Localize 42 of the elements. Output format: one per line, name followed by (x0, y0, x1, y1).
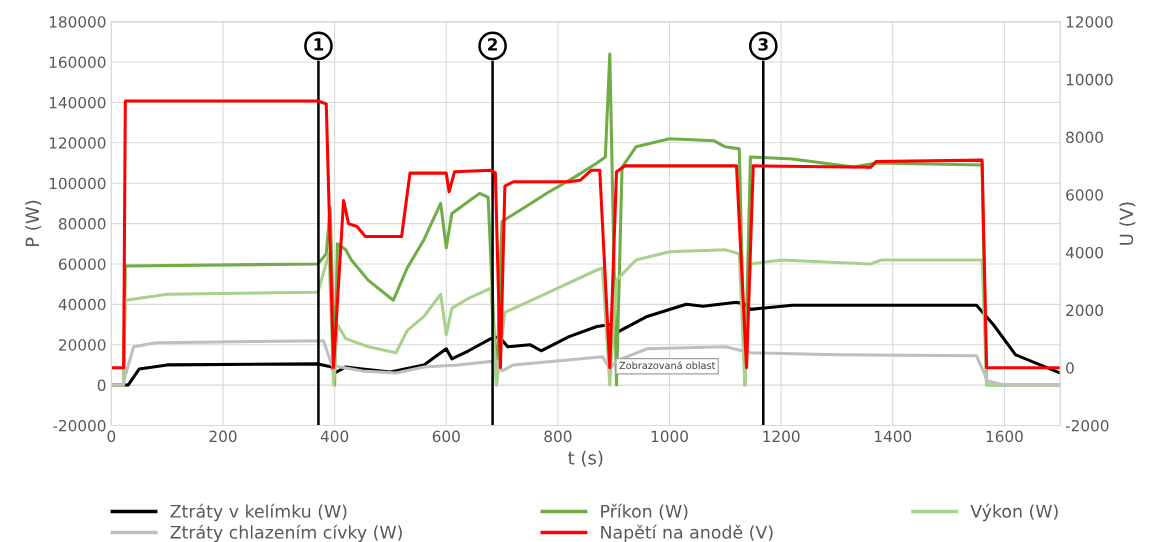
line-series (111, 99, 1061, 370)
x-tick-label: 0 (107, 430, 116, 443)
x-axis-title: t (s) (568, 450, 603, 467)
legend-label: Ztráty v kelímku (W) (170, 503, 347, 522)
y-tick-label: 160000 (49, 56, 106, 69)
annotation: 2 (488, 38, 497, 51)
annotation: Zobrazovaná oblast (619, 361, 716, 370)
annotation: 3 (758, 38, 768, 51)
x-tick-label: 400 (320, 430, 349, 443)
y-axis-title: P (W) (25, 200, 42, 247)
y2-tick-label: 4000 (1065, 246, 1103, 259)
annotation: 1 (314, 38, 324, 51)
y-tick-label: 100000 (49, 177, 106, 190)
y2-tick-label: 2000 (1066, 304, 1103, 317)
y2-axis-title: U (V) (1119, 202, 1136, 245)
x-tick-label: 1600 (986, 430, 1023, 443)
legend-label: Výkon (W) (970, 503, 1058, 522)
legend-label: Napětí na anodě (V) (601, 524, 773, 542)
y2-tick-label: 0 (1066, 362, 1074, 374)
y-tick-label: 80000 (58, 218, 106, 230)
y-tick-label: 60000 (58, 258, 106, 270)
x-tick-label: 1400 (875, 430, 912, 443)
y2-tick-label: 8000 (1066, 131, 1103, 144)
y2-tick-label: 10000 (1066, 73, 1113, 86)
x-tick-label: 1200 (763, 430, 800, 443)
y-tick-label: 20000 (59, 339, 106, 351)
y-tick-label: 180000 (49, 16, 106, 28)
y-tick-label: 0 (97, 379, 106, 392)
y-tick-label: -20000 (53, 419, 106, 432)
legend-label: Ztráty chlazením cívky (W) (170, 524, 402, 542)
y-tick-label: 120000 (49, 137, 106, 149)
y2-tick-label: -2000 (1065, 419, 1109, 432)
x-tick-label: 1000 (651, 430, 688, 443)
legend-label: Příkon (W) (601, 503, 688, 520)
x-tick-label: 200 (209, 430, 237, 443)
line-series (111, 339, 1061, 387)
y2-tick-label: 12000 (1066, 16, 1113, 28)
x-tick-label: 600 (432, 430, 460, 443)
x-tick-label: 800 (544, 430, 572, 443)
y-tick-label: 140000 (49, 96, 106, 109)
y2-tick-label: 6000 (1066, 189, 1103, 201)
y-tick-label: 40000 (58, 298, 106, 311)
